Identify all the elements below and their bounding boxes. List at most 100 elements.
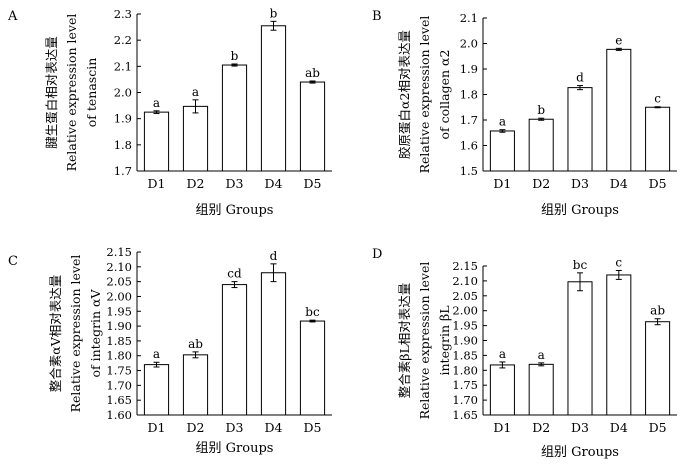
significance-letter: cd [227, 267, 242, 281]
significance-letter: d [576, 71, 584, 85]
chart-panel-b: B 1.5 1.6 1.7 1.8 1.9 2.0 2.1 a D1 b D2 d D3 e D4 c D5 组别 … [372, 9, 677, 218]
significance-letter: b [231, 49, 239, 63]
y-tick-label: 1.6 [460, 139, 478, 153]
y-axis-label-line: of integrin αV [88, 288, 103, 377]
y-tick-label: 2.3 [114, 7, 132, 21]
y-axis-label-line: 腱生蛋白相对表达量 [44, 36, 59, 149]
bar-d5 [645, 321, 671, 416]
bar-d4 [606, 274, 632, 416]
bar-d1 [489, 130, 515, 172]
x-tick-label: D1 [493, 420, 511, 435]
y-tick-label: 1.80 [106, 349, 132, 363]
significance-letter: a [192, 85, 199, 99]
significance-letter: a [499, 115, 506, 129]
x-tick-label: D3 [571, 176, 589, 191]
y-axis-label-line: 整合素αV相对表达量 [48, 275, 63, 392]
y-axis-label-line: Relative expression level [417, 262, 432, 420]
y-tick-label: 1.65 [106, 393, 132, 407]
y-tick-label: 2.2 [114, 33, 132, 47]
y-axis-label-line: Relative expression level [68, 255, 83, 413]
panel-label: A [7, 9, 18, 24]
x-tick-label: D1 [148, 420, 166, 435]
y-tick-label: 1.95 [106, 304, 132, 318]
y-tick-label: 1.8 [114, 138, 132, 152]
y-tick-label: 1.85 [452, 348, 478, 362]
significance-letter: b [270, 6, 278, 20]
y-tick-label: 2.0 [114, 86, 132, 100]
y-axis-label-line: Relative expression level [64, 14, 79, 172]
significance-letter: ab [650, 304, 665, 318]
y-tick-label: 2.05 [106, 275, 132, 289]
bar-d3 [567, 87, 593, 172]
x-axis-label: 组别 Groups [196, 203, 274, 218]
x-tick-label: D2 [187, 420, 205, 435]
chart-panel-a: A 1.7 1.8 1.9 2.0 2.1 2.2 2.3 a D1 a D2 b D3 b D4 ab D5 组别… [7, 6, 332, 218]
bar-d3 [567, 281, 593, 416]
significance-letter: bc [305, 305, 320, 319]
y-tick-label: 2.15 [452, 259, 478, 273]
y-tick-label: 1.85 [106, 334, 132, 348]
y-tick-label: 1.7 [114, 164, 132, 178]
x-tick-label: D5 [649, 420, 667, 435]
significance-letter: a [538, 348, 545, 362]
bar-d5 [299, 320, 326, 416]
y-tick-label: 2.10 [106, 260, 132, 274]
significance-letter: d [270, 249, 278, 263]
significance-letter: b [537, 103, 545, 117]
panel-label: C [8, 254, 18, 269]
significance-letter: a [153, 347, 160, 361]
x-axis-label: 组别 Groups [541, 203, 619, 218]
x-tick-label: D2 [187, 176, 205, 191]
x-tick-label: D2 [532, 176, 550, 191]
y-tick-label: 2.00 [106, 289, 132, 303]
x-tick-label: D3 [226, 176, 244, 191]
y-axis-label-line: 整合素βL相对表达量 [397, 283, 412, 399]
bar-d4 [260, 25, 287, 172]
y-tick-label: 2.10 [452, 274, 478, 288]
x-tick-label: D3 [571, 420, 589, 435]
significance-letter: c [654, 92, 661, 106]
x-axis-label: 组别 Groups [196, 441, 274, 456]
y-tick-label: 2.05 [452, 289, 478, 303]
chart-panel-c: C 1.601.651.701.751.801.851.901.952.002.0… [8, 245, 332, 456]
x-axis-label: 组别 Groups [541, 445, 619, 460]
y-tick-label: 2.1 [114, 59, 132, 73]
bar-d2 [182, 105, 209, 172]
y-tick-label: 1.90 [106, 319, 132, 333]
bar-d2 [182, 354, 209, 416]
y-tick-label: 1.70 [452, 393, 478, 407]
bar-d3 [221, 64, 248, 172]
y-axis-label-line: Relative expression level [417, 16, 432, 174]
significance-letter: c [615, 255, 622, 269]
x-tick-label: D4 [610, 420, 628, 435]
x-tick-label: D1 [148, 176, 166, 191]
significance-letter: ab [188, 337, 203, 351]
x-tick-label: D1 [493, 176, 511, 191]
y-tick-label: 1.9 [460, 62, 478, 76]
y-tick-label: 1.8 [460, 88, 478, 102]
x-tick-label: D4 [265, 176, 283, 191]
significance-letter: ab [305, 66, 320, 80]
y-tick-label: 2.00 [452, 304, 478, 318]
chart-panel-d: D1.651.701.751.801.851.901.952.002.052.1… [372, 247, 677, 460]
bar-d5 [299, 81, 326, 172]
x-tick-label: D4 [265, 420, 283, 435]
y-tick-label: 1.65 [452, 408, 478, 422]
x-tick-label: D2 [532, 420, 550, 435]
y-tick-label: 1.7 [460, 113, 478, 127]
bar-d1 [143, 364, 170, 416]
x-tick-label: D5 [304, 176, 322, 191]
y-tick-label: 1.70 [106, 378, 132, 392]
bar-d4 [260, 272, 287, 416]
y-tick-label: 1.90 [452, 334, 478, 348]
y-tick-label: 1.75 [106, 364, 132, 378]
y-axis-label-line: of collagen α2 [437, 50, 452, 140]
y-axis-label-line: 胶原蛋白α2相对表达量 [397, 30, 412, 159]
significance-letter: a [153, 96, 160, 110]
x-tick-label: D5 [304, 420, 322, 435]
y-tick-label: 1.75 [452, 378, 478, 392]
x-tick-label: D3 [226, 420, 244, 435]
significance-letter: bc [573, 258, 588, 272]
bar-d1 [143, 111, 170, 172]
